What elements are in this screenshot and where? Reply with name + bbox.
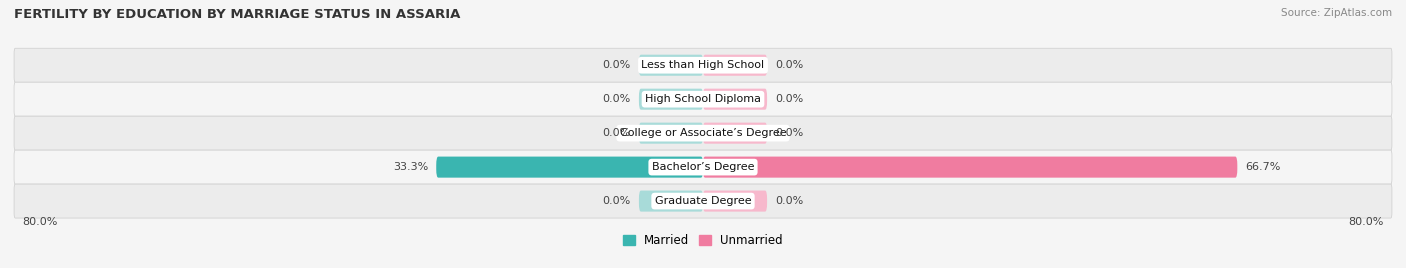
Text: High School Diploma: High School Diploma <box>645 94 761 104</box>
FancyBboxPatch shape <box>638 55 703 76</box>
FancyBboxPatch shape <box>703 55 768 76</box>
Text: 0.0%: 0.0% <box>603 60 631 70</box>
Text: 0.0%: 0.0% <box>775 94 803 104</box>
Text: College or Associate’s Degree: College or Associate’s Degree <box>620 128 786 138</box>
Text: 0.0%: 0.0% <box>775 60 803 70</box>
FancyBboxPatch shape <box>14 48 1392 82</box>
FancyBboxPatch shape <box>14 82 1392 116</box>
Text: 0.0%: 0.0% <box>603 128 631 138</box>
Text: Graduate Degree: Graduate Degree <box>655 196 751 206</box>
FancyBboxPatch shape <box>703 123 768 144</box>
FancyBboxPatch shape <box>14 150 1392 184</box>
Text: 80.0%: 80.0% <box>22 217 58 227</box>
Text: Bachelor’s Degree: Bachelor’s Degree <box>652 162 754 172</box>
FancyBboxPatch shape <box>703 157 1237 178</box>
Text: 0.0%: 0.0% <box>775 196 803 206</box>
Text: Less than High School: Less than High School <box>641 60 765 70</box>
Text: 0.0%: 0.0% <box>775 128 803 138</box>
FancyBboxPatch shape <box>703 191 768 212</box>
FancyBboxPatch shape <box>703 89 768 110</box>
FancyBboxPatch shape <box>14 184 1392 218</box>
FancyBboxPatch shape <box>638 191 703 212</box>
Text: 0.0%: 0.0% <box>603 196 631 206</box>
Text: 33.3%: 33.3% <box>392 162 429 172</box>
FancyBboxPatch shape <box>638 89 703 110</box>
Text: FERTILITY BY EDUCATION BY MARRIAGE STATUS IN ASSARIA: FERTILITY BY EDUCATION BY MARRIAGE STATU… <box>14 8 460 21</box>
Text: Source: ZipAtlas.com: Source: ZipAtlas.com <box>1281 8 1392 18</box>
Text: 80.0%: 80.0% <box>1348 217 1384 227</box>
FancyBboxPatch shape <box>436 157 703 178</box>
FancyBboxPatch shape <box>638 123 703 144</box>
Text: 66.7%: 66.7% <box>1246 162 1281 172</box>
Text: 0.0%: 0.0% <box>603 94 631 104</box>
Legend: Married, Unmarried: Married, Unmarried <box>619 229 787 252</box>
FancyBboxPatch shape <box>14 116 1392 150</box>
